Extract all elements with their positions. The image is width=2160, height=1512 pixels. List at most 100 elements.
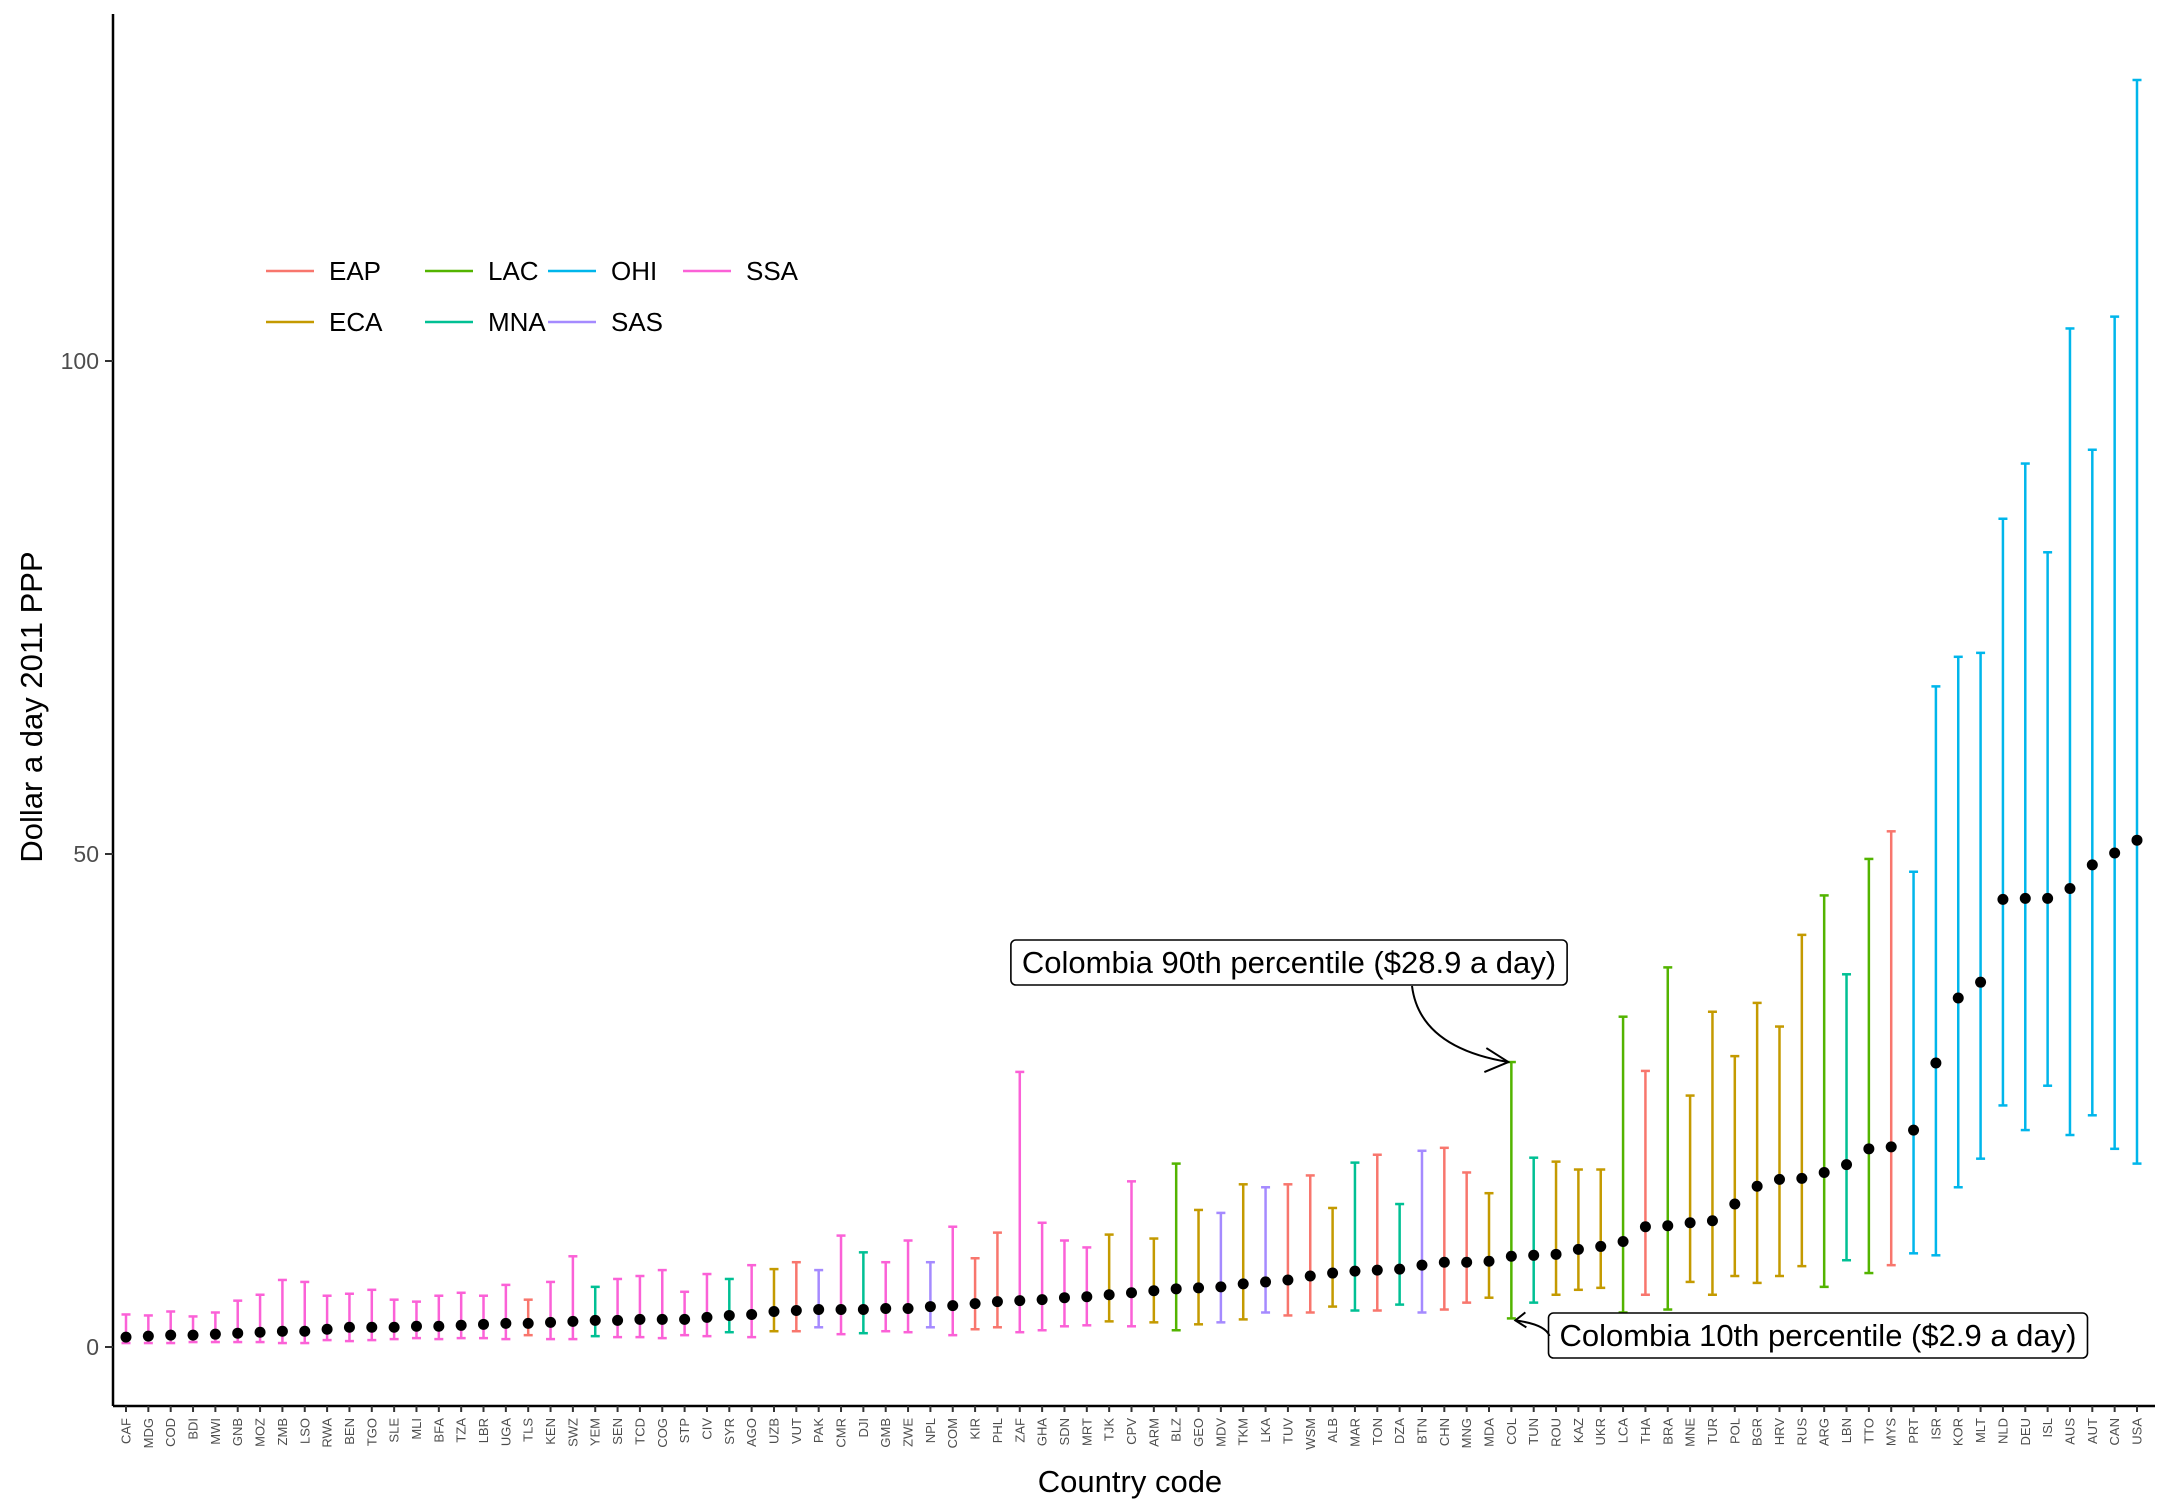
x-tick-label: UZB	[766, 1418, 781, 1444]
x-tick-label: NPL	[923, 1418, 938, 1443]
legend-label: SAS	[611, 307, 663, 337]
legend: EAP LAC OHI SSA ECA MNA SAS	[266, 256, 799, 337]
x-tick-label: RUS	[1794, 1418, 1809, 1446]
error-bar	[1104, 1233, 1114, 1323]
median-point	[2086, 859, 2098, 871]
median-point	[679, 1313, 691, 1325]
x-tick-label: SYR	[722, 1418, 737, 1445]
error-bar	[1685, 1094, 1695, 1284]
error-bar	[1484, 1191, 1494, 1299]
legend-label: OHI	[611, 256, 657, 286]
median-point	[545, 1316, 557, 1328]
median-point	[1997, 893, 2009, 905]
x-tick-label: STP	[677, 1418, 692, 1443]
annotation-arrowhead-p90	[1483, 1047, 1511, 1073]
x-tick-label: ALB	[1325, 1418, 1340, 1443]
x-tick-label: AGO	[744, 1418, 759, 1447]
x-tick-label: GHA	[1035, 1418, 1050, 1447]
median-point	[2019, 892, 2031, 904]
annotation-col-p10: Colombia 10th percentile ($2.9 a day)	[1547, 1312, 2089, 1359]
error-bar	[1819, 894, 1829, 1289]
error-bar	[1931, 685, 1941, 1257]
error-bars-layer	[121, 78, 2142, 1345]
error-bar	[1328, 1206, 1338, 1308]
legend-item: LAC	[425, 256, 539, 286]
x-tick-label: COD	[163, 1418, 178, 1447]
error-bar	[546, 1280, 556, 1341]
median-point	[746, 1308, 758, 1320]
median-point	[209, 1328, 221, 1340]
error-bar	[2020, 462, 2030, 1132]
error-bar	[1395, 1202, 1405, 1306]
median-point	[1975, 976, 1987, 988]
x-tick-label: USA	[2130, 1418, 2145, 1445]
median-point	[1036, 1294, 1048, 1306]
median-point	[924, 1301, 936, 1313]
x-tick-label: MYS	[1884, 1418, 1899, 1447]
median-point	[2042, 892, 2054, 904]
x-tick-label: MRT	[1079, 1418, 1094, 1446]
error-bar	[1707, 1010, 1717, 1296]
error-bar	[1618, 1015, 1628, 1314]
median-point	[1706, 1215, 1718, 1227]
x-tick-label: HRV	[1772, 1418, 1787, 1446]
x-tick-label: AUT	[2085, 1418, 2100, 1444]
x-tick-label: ZAF	[1012, 1418, 1027, 1443]
x-tick-label: ISL	[2040, 1418, 2055, 1438]
x-tick-label: TGO	[364, 1418, 379, 1446]
median-point	[1841, 1159, 1853, 1171]
error-bar	[1842, 973, 1852, 1262]
annotation-arrow-p90	[1411, 985, 1509, 1064]
median-point	[366, 1321, 378, 1333]
error-bar	[814, 1268, 824, 1329]
x-tick-label: TUN	[1526, 1418, 1541, 1445]
error-bar	[479, 1294, 489, 1340]
error-bar	[680, 1290, 690, 1337]
legend-item: SSA	[683, 256, 799, 286]
x-tick-label: LCA	[1616, 1418, 1631, 1444]
median-point	[410, 1320, 422, 1332]
median-point	[321, 1323, 333, 1335]
x-tick-label: SLE	[387, 1418, 402, 1443]
error-bar	[1283, 1183, 1293, 1317]
x-tick-label: MLI	[409, 1418, 424, 1440]
median-point	[187, 1329, 199, 1341]
error-bar	[1462, 1171, 1472, 1304]
x-tick-label: THA	[1638, 1418, 1653, 1444]
error-bar	[1774, 1025, 1784, 1278]
y-tick-label: 0	[86, 1334, 99, 1360]
x-tick-label: MLT	[1973, 1418, 1988, 1443]
y-tick-label: 100	[61, 348, 99, 374]
median-point	[1639, 1221, 1651, 1233]
median-point	[880, 1303, 892, 1315]
x-tick-label: CHN	[1437, 1418, 1452, 1446]
x-tick-label: PRT	[1906, 1418, 1921, 1444]
y-tick-label: 50	[73, 841, 99, 867]
x-tick-label: TKM	[1236, 1418, 1251, 1445]
x-tick-label: TCD	[632, 1418, 647, 1445]
x-tick-label: TLS	[521, 1418, 536, 1442]
median-point	[455, 1319, 467, 1331]
x-tick-label: CMR	[834, 1418, 849, 1448]
median-point	[1617, 1235, 1629, 1247]
error-bar	[1886, 830, 1896, 1267]
x-tick-label: AUS	[2062, 1418, 2077, 1445]
x-tick-label: MAR	[1347, 1418, 1362, 1447]
error-bar	[1171, 1162, 1181, 1332]
x-tick-label: BDI	[186, 1418, 201, 1440]
median-point	[388, 1321, 400, 1333]
x-tick-label: MNG	[1459, 1418, 1474, 1448]
median-point	[522, 1317, 534, 1329]
error-bar	[2065, 327, 2075, 1137]
median-point	[612, 1314, 624, 1326]
median-point	[589, 1314, 601, 1326]
median-point	[1282, 1274, 1294, 1286]
error-bar	[2132, 78, 2142, 1165]
median-points-layer	[120, 834, 2143, 1343]
x-tick-label: SWZ	[565, 1418, 580, 1447]
error-bar	[858, 1251, 868, 1335]
x-tick-label: ZWE	[901, 1418, 916, 1447]
median-point	[857, 1304, 869, 1316]
